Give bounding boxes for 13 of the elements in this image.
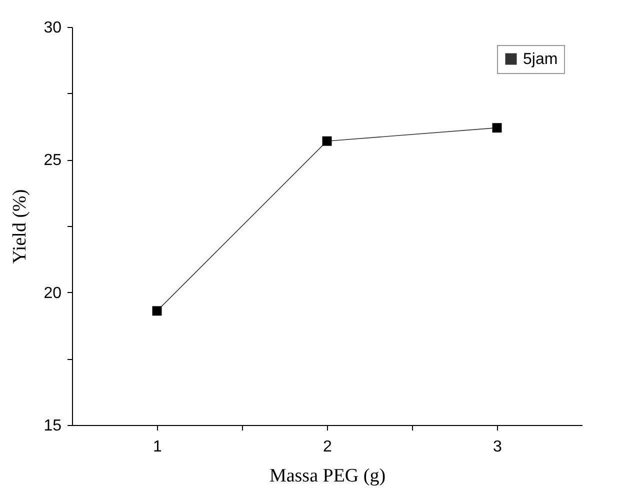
y-tick-label: 25 [44,152,62,170]
point [322,136,332,146]
x-tick-label: 1 [153,438,162,456]
point [492,123,502,133]
y-tick-label: 15 [44,418,62,434]
x-axis-title: Massa PEG (g) [269,466,386,486]
y-tick-label: 30 [44,20,62,36]
y-axis-title: Yield (%) [10,189,31,264]
point [152,306,162,316]
legend-label: 5jam [523,51,558,68]
x-tick-label: 2 [323,438,332,456]
y-tick-label: 20 [44,284,62,302]
x-tick-label: 3 [493,438,502,456]
